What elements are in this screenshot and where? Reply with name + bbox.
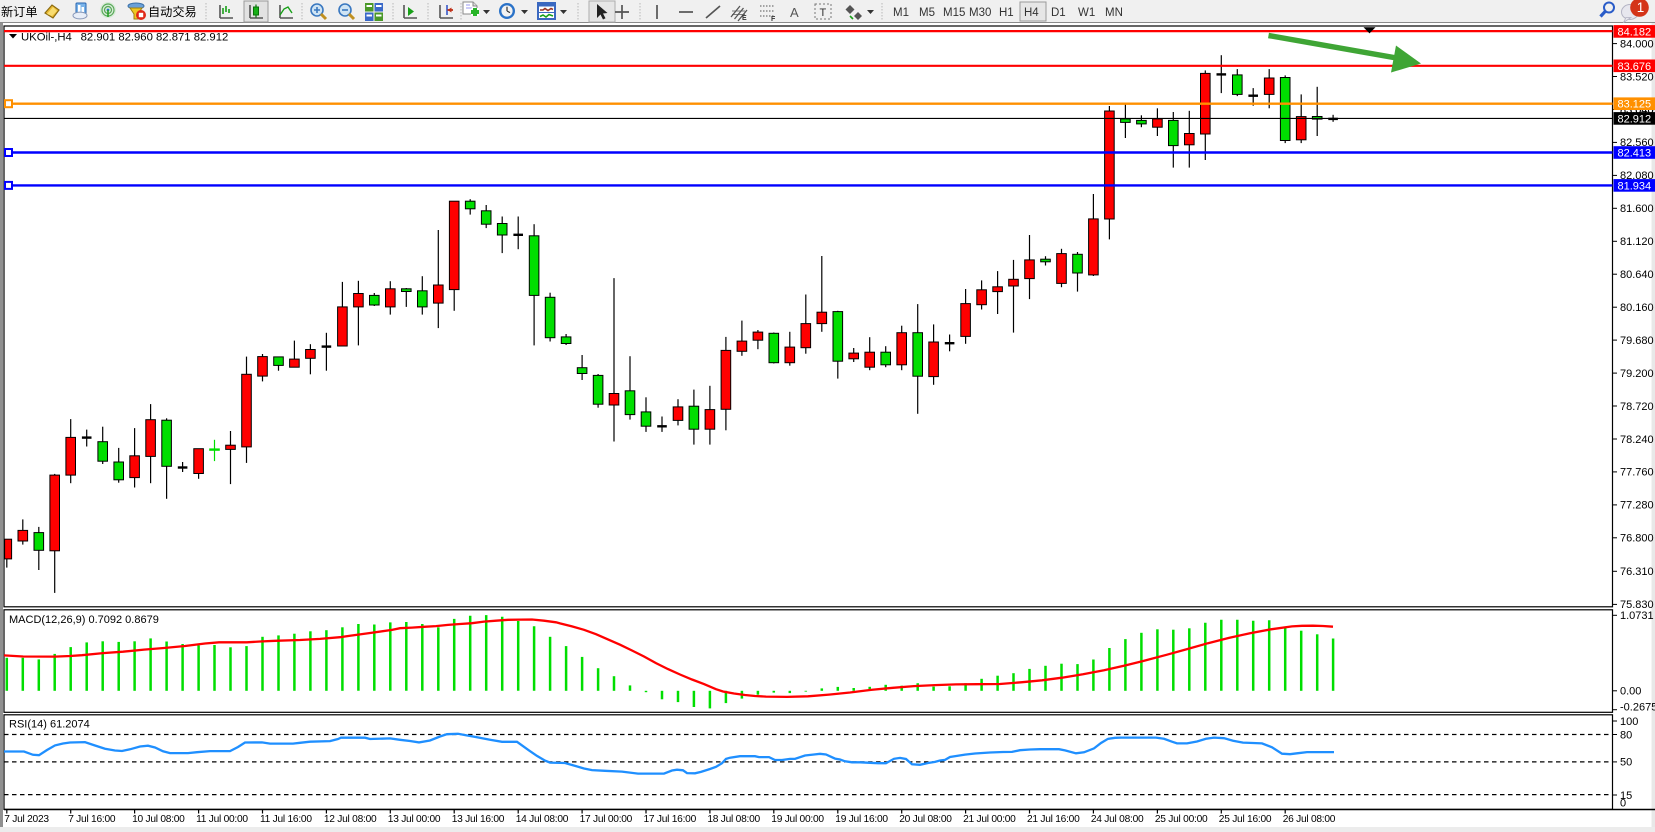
svg-text:84.000: 84.000 [1620, 38, 1654, 50]
svg-text:10 Jul 08:00: 10 Jul 08:00 [132, 814, 185, 825]
svg-text:75.830: 75.830 [1620, 599, 1654, 611]
svg-text:82.413: 82.413 [1618, 148, 1652, 160]
svg-text:H1: H1 [999, 7, 1014, 19]
svg-text:A: A [790, 5, 799, 20]
svg-text:21 Jul 00:00: 21 Jul 00:00 [963, 814, 1016, 825]
svg-text:79.200: 79.200 [1620, 368, 1654, 380]
svg-text:11 Jul 16:00: 11 Jul 16:00 [260, 814, 312, 825]
svg-text:13 Jul 00:00: 13 Jul 00:00 [388, 814, 441, 825]
svg-text:82.912: 82.912 [1618, 113, 1652, 125]
svg-text:新订单: 新订单 [1, 4, 38, 19]
svg-text:MACD(12,26,9) 0.7092 0.8679: MACD(12,26,9) 0.7092 0.8679 [9, 614, 159, 626]
svg-text:78.240: 78.240 [1620, 434, 1654, 446]
svg-text:77.280: 77.280 [1620, 500, 1654, 512]
svg-text:14 Jul 08:00: 14 Jul 08:00 [516, 814, 569, 825]
svg-text:0.00: 0.00 [1620, 686, 1641, 698]
svg-text:100: 100 [1620, 716, 1638, 728]
svg-text:80.640: 80.640 [1620, 269, 1654, 281]
svg-text:12 Jul 08:00: 12 Jul 08:00 [324, 814, 377, 825]
svg-text:H4: H4 [1024, 7, 1039, 19]
svg-text:25 Jul 16:00: 25 Jul 16:00 [1219, 814, 1272, 825]
svg-text:84.182: 84.182 [1618, 26, 1652, 38]
svg-text:81.934: 81.934 [1618, 180, 1652, 192]
svg-text:T: T [820, 7, 827, 19]
svg-text:11 Jul 00:00: 11 Jul 00:00 [196, 814, 248, 825]
svg-text:D1: D1 [1051, 7, 1066, 19]
svg-text:76.800: 76.800 [1620, 533, 1654, 545]
svg-text:26 Jul 08:00: 26 Jul 08:00 [1283, 814, 1336, 825]
svg-text:50: 50 [1620, 757, 1632, 769]
svg-text:78.720: 78.720 [1620, 401, 1654, 413]
svg-text:13 Jul 16:00: 13 Jul 16:00 [452, 814, 505, 825]
svg-text:81.120: 81.120 [1620, 236, 1654, 248]
svg-text:19 Jul 00:00: 19 Jul 00:00 [771, 814, 824, 825]
svg-text:18 Jul 08:00: 18 Jul 08:00 [707, 814, 760, 825]
svg-text:83.676: 83.676 [1618, 61, 1652, 73]
svg-text:25 Jul 00:00: 25 Jul 00:00 [1155, 814, 1208, 825]
svg-text:M30: M30 [969, 7, 991, 19]
svg-text:24 Jul 08:00: 24 Jul 08:00 [1091, 814, 1144, 825]
svg-text:19 Jul 16:00: 19 Jul 16:00 [835, 814, 888, 825]
svg-text:自动交易: 自动交易 [148, 4, 197, 19]
svg-text:83.520: 83.520 [1620, 71, 1654, 83]
svg-text:1: 1 [1637, 0, 1645, 15]
svg-text:-0.2675: -0.2675 [1620, 701, 1655, 713]
svg-text:79.680: 79.680 [1620, 335, 1654, 347]
svg-text:21 Jul 16:00: 21 Jul 16:00 [1027, 814, 1080, 825]
svg-text:MN: MN [1105, 7, 1123, 19]
svg-text:83.125: 83.125 [1618, 99, 1652, 111]
svg-text:M5: M5 [919, 7, 935, 19]
svg-text:17 Jul 16:00: 17 Jul 16:00 [644, 814, 697, 825]
svg-text:M1: M1 [893, 7, 909, 19]
svg-text:E: E [742, 15, 747, 22]
svg-text:F: F [771, 16, 776, 23]
svg-text:M15: M15 [943, 7, 965, 19]
svg-text:76.310: 76.310 [1620, 566, 1654, 578]
svg-text:RSI(14) 61.2074: RSI(14) 61.2074 [9, 719, 90, 731]
svg-text:1.0731: 1.0731 [1620, 610, 1654, 622]
svg-text:80: 80 [1620, 729, 1632, 741]
svg-text:80.160: 80.160 [1620, 302, 1654, 314]
svg-text:0: 0 [1620, 797, 1626, 809]
svg-text:7 Jul 2023: 7 Jul 2023 [4, 814, 49, 825]
svg-text:7 Jul 16:00: 7 Jul 16:00 [68, 814, 116, 825]
svg-text:77.760: 77.760 [1620, 467, 1654, 479]
svg-text:15: 15 [1620, 790, 1632, 802]
svg-text:20 Jul 08:00: 20 Jul 08:00 [899, 814, 952, 825]
svg-text:UKOil-,H4 82.901 82.960 82.87: UKOil-,H4 82.901 82.960 82.871 82.912 [21, 32, 228, 44]
svg-text:17 Jul 00:00: 17 Jul 00:00 [580, 814, 633, 825]
svg-text:W1: W1 [1078, 7, 1095, 19]
svg-text:81.600: 81.600 [1620, 203, 1654, 215]
